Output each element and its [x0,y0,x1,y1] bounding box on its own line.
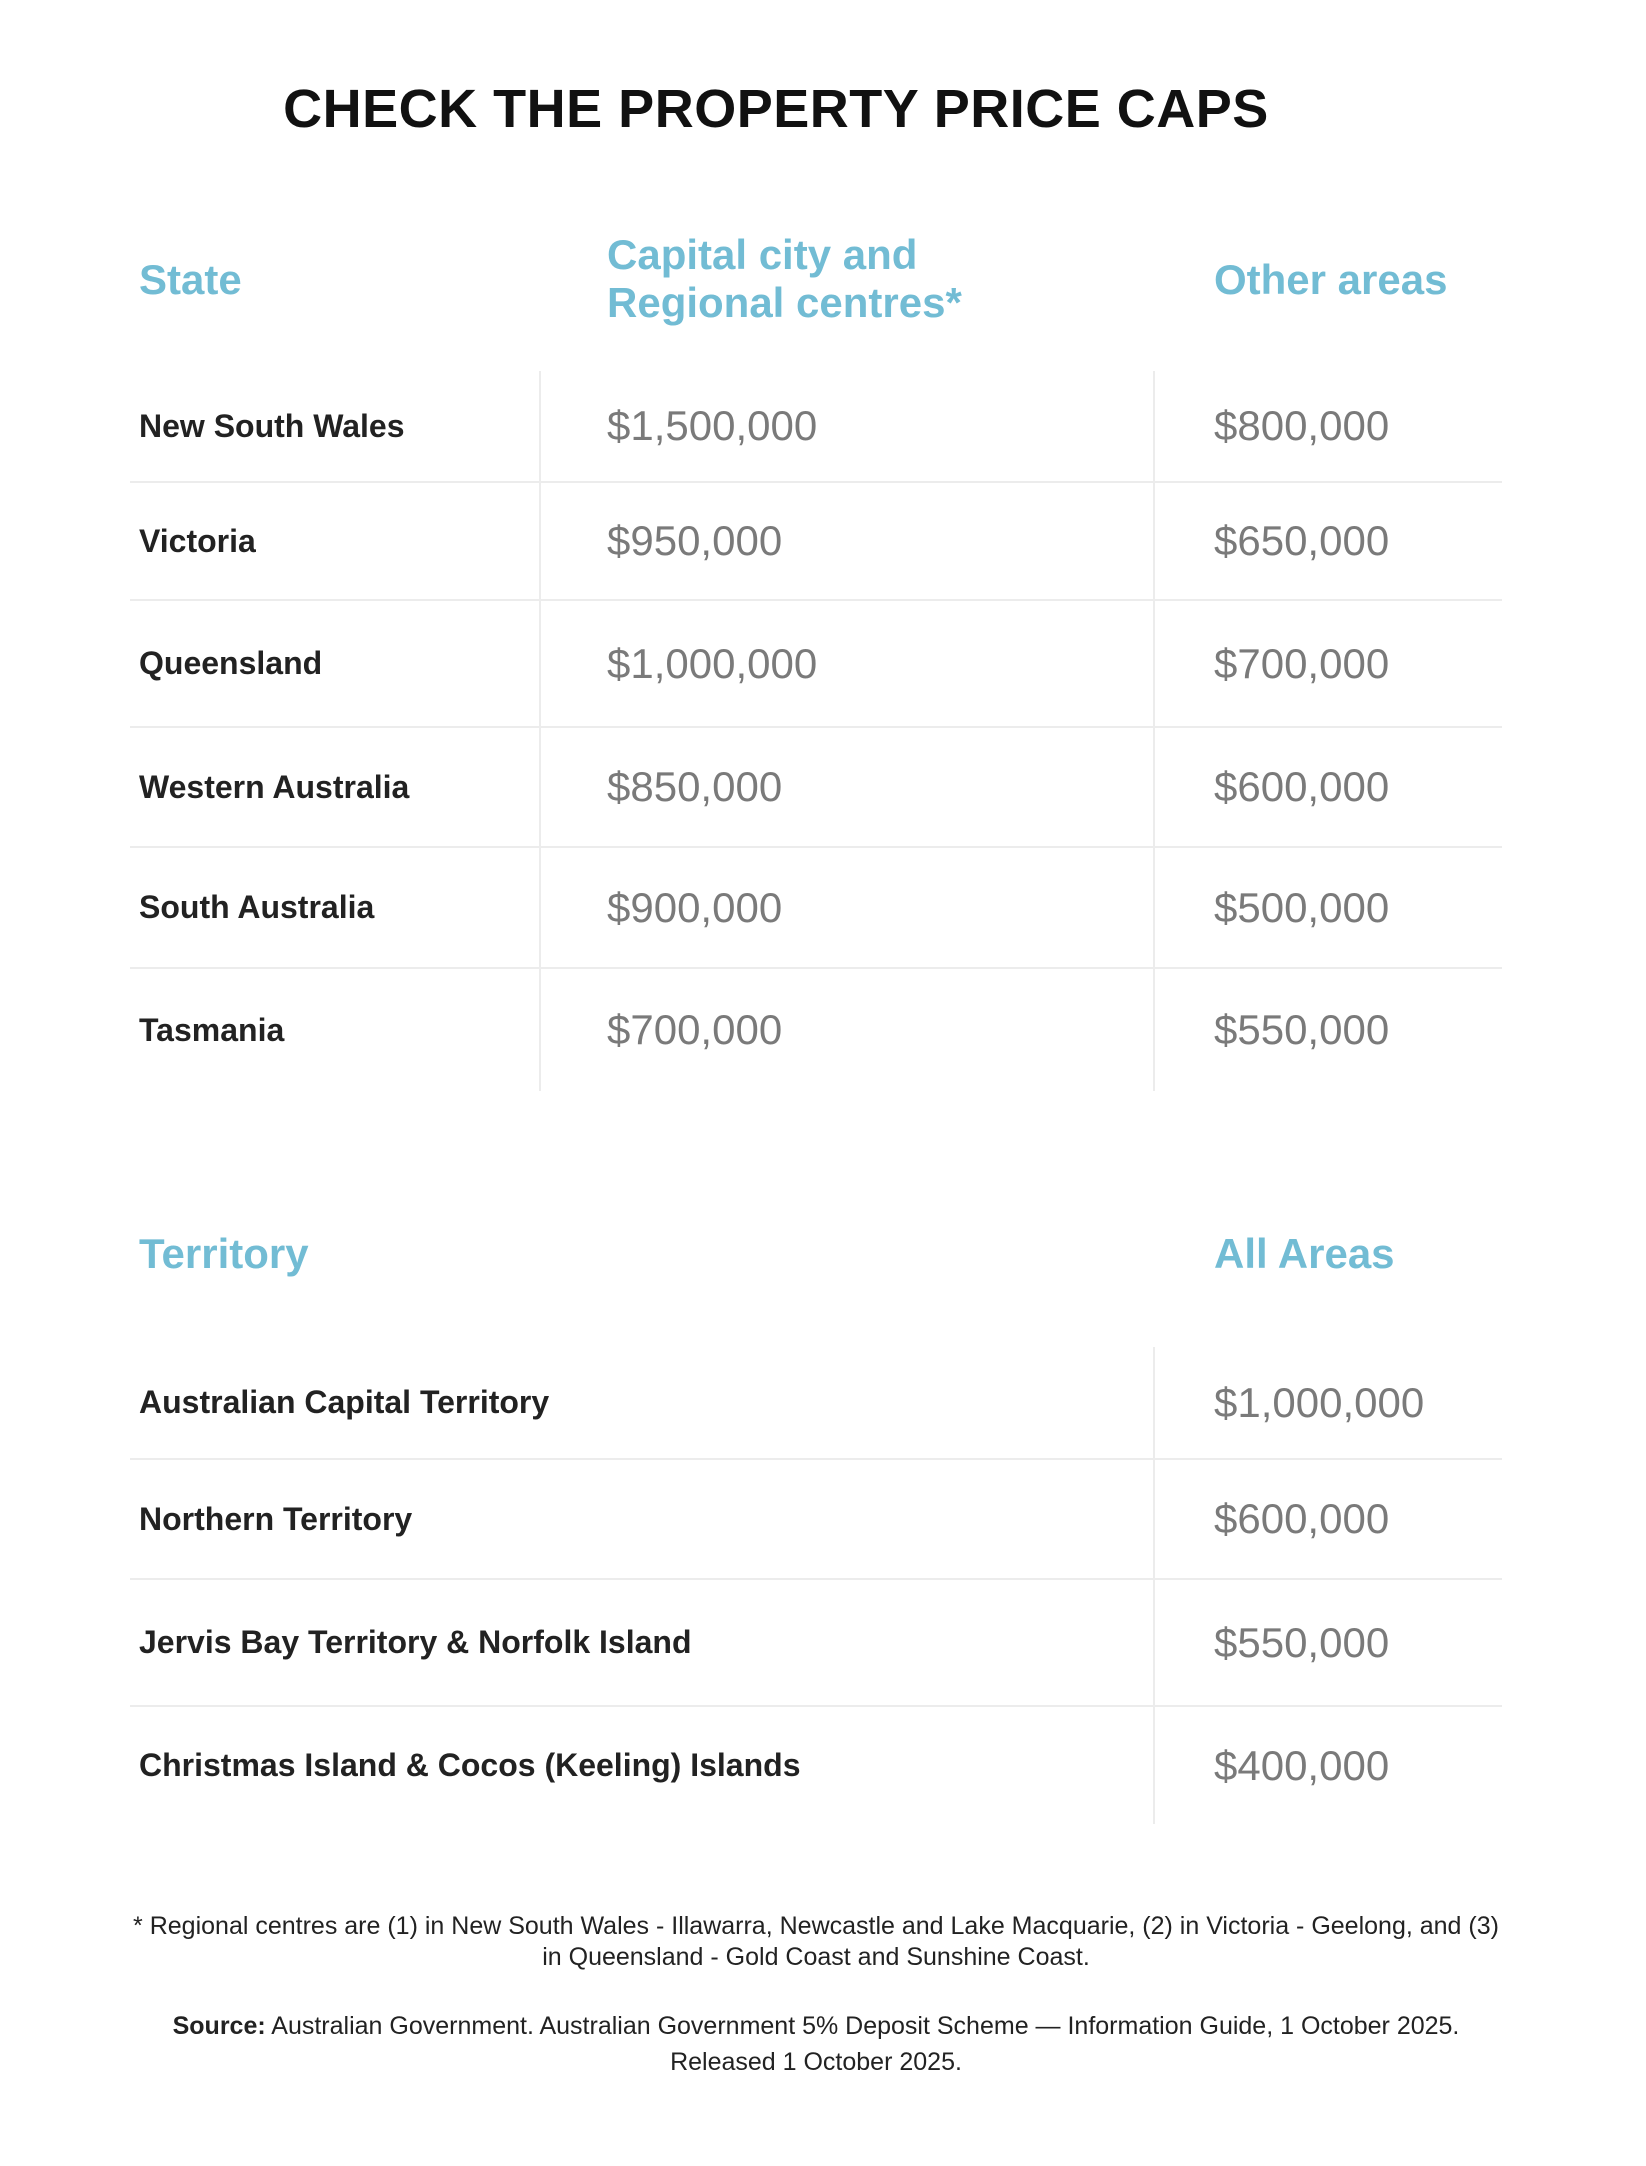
table-row: Tasmania $700,000 $550,000 [130,969,1502,1091]
table-row: Australian Capital Territory $1,000,000 [130,1347,1502,1460]
column-divider [1153,371,1155,1091]
other-areas-cap: $500,000 [1214,883,1390,931]
other-areas-cap: $550,000 [1214,1006,1390,1053]
capital-city-cap: $1,500,000 [607,402,818,449]
header-territory: Territory [139,1230,309,1277]
table-row: Western Australia $850,000 $600,000 [130,728,1502,848]
header-state: State [139,256,242,303]
state-name: South Australia [139,889,375,925]
state-name: Queensland [139,645,323,681]
territory-name: Australian Capital Territory [139,1384,550,1420]
header-all-areas: All Areas [1214,1230,1395,1277]
territory-table: Australian Capital Territory $1,000,000 No… [130,1347,1502,1824]
capital-city-cap: $700,000 [607,1006,783,1053]
state-name: Tasmania [139,1011,285,1048]
source-label: Source: [172,2012,266,2040]
all-areas-cap: $400,000 [1214,1741,1390,1789]
footnote: * Regional centres are (1) in New South … [133,1912,1499,1971]
territory-name: Jervis Bay Territory & Norfolk Island [139,1624,692,1660]
capital-city-cap: $900,000 [607,883,783,931]
table-row: South Australia $900,000 $500,000 [130,848,1502,969]
other-areas-cap: $650,000 [1214,517,1390,564]
state-name: Victoria [139,522,256,559]
table-row: Queensland $1,000,000 $700,000 [130,601,1502,728]
column-divider [1153,1347,1155,1824]
source-note: Source: Australian Government. Australia… [130,2008,1502,2080]
header-other-areas: Other areas [1214,256,1448,303]
table-row: Northern Territory $600,000 [130,1460,1502,1580]
capital-city-cap: $1,000,000 [607,639,818,687]
state-name: New South Wales [139,407,405,444]
header-capital-line-2: Regional centres* [607,279,962,326]
territory-name: Northern Territory [139,1500,413,1537]
other-areas-cap: $800,000 [1214,402,1390,449]
other-areas-cap: $600,000 [1214,763,1390,810]
table-row: New South Wales $1,500,000 $800,000 [130,371,1502,483]
states-table: New South Wales $1,500,000 $800,000 Victori… [130,371,1502,1091]
all-areas-cap: $1,000,000 [1214,1378,1425,1426]
capital-city-cap: $850,000 [607,763,783,810]
header-capital-city: Capital city and Regional centres* [607,231,962,327]
page-title: CHECK THE PROPERTY PRICE CAPS [283,79,1269,139]
header-capital-line-1: Capital city and [607,231,918,278]
source-text: Australian Government. Australian Govern… [271,2012,1460,2076]
table-row: Victoria $950,000 $650,000 [130,483,1502,601]
column-divider [539,371,541,1091]
all-areas-cap: $600,000 [1214,1495,1390,1542]
table-row: Jervis Bay Territory & Norfolk Island $55… [130,1580,1502,1707]
capital-city-cap: $950,000 [607,517,783,564]
all-areas-cap: $550,000 [1214,1618,1390,1666]
table-row: Christmas Island & Cocos (Keeling) Islan… [130,1707,1502,1824]
other-areas-cap: $700,000 [1214,639,1390,687]
state-name: Western Australia [139,768,410,805]
territory-name: Christmas Island & Cocos (Keeling) Islan… [139,1747,801,1783]
